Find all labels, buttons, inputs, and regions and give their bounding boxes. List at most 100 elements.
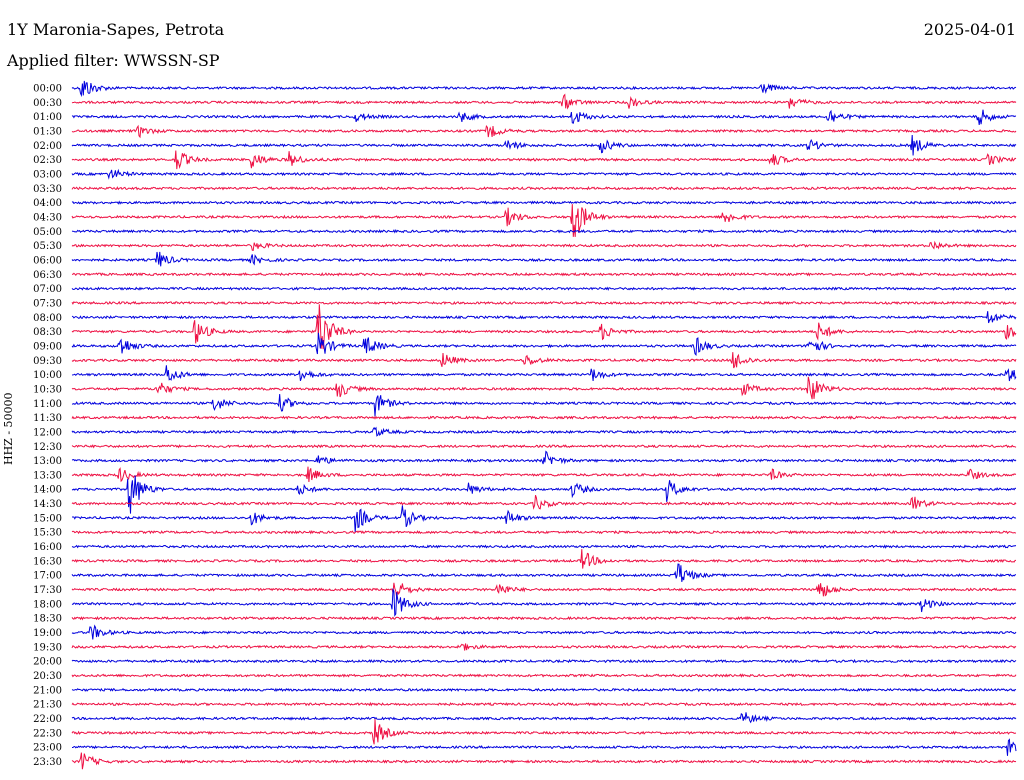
seismic-trace-line (71, 332, 1017, 356)
seismic-trace-line (71, 450, 1017, 465)
time-tick-label: 09:00 (33, 341, 62, 352)
seismic-trace-line (71, 229, 1017, 234)
seismic-trace-line (71, 466, 1017, 483)
time-tick-label: 23:00 (33, 743, 62, 754)
seismic-trace-line (71, 529, 1017, 535)
time-tick-label: 18:30 (33, 614, 62, 625)
time-tick-label: 17:30 (33, 585, 62, 596)
station-title: 1Y Maronia-Sapes, Petrota (7, 20, 225, 39)
seismic-trace-line (71, 444, 1017, 449)
time-tick-label: 14:30 (33, 499, 62, 510)
time-tick-label: 02:00 (33, 141, 62, 152)
time-tick-label: 02:30 (33, 155, 62, 166)
time-tick-label: 04:30 (33, 212, 62, 223)
seismic-trace-line (71, 563, 1016, 582)
seismic-trace-line (71, 658, 1017, 664)
seismic-trace-line (71, 311, 1017, 324)
seismic-trace-line (71, 352, 1017, 369)
time-tick-label: 08:30 (33, 327, 62, 338)
seismic-trace-line (71, 587, 1017, 617)
time-tick-label: 16:00 (33, 542, 62, 553)
time-tick-label: 15:00 (33, 513, 62, 524)
time-tick-label: 21:30 (33, 700, 62, 711)
seismic-trace-line (71, 204, 1017, 237)
time-tick-label: 05:30 (33, 241, 62, 252)
seismic-trace-line (71, 168, 1017, 180)
seismic-trace-line (71, 687, 1017, 693)
seismic-trace-line (71, 394, 1017, 417)
time-tick-label: 07:30 (33, 298, 62, 309)
seismic-trace-line (71, 624, 1017, 640)
time-tick-label: 03:00 (33, 169, 62, 180)
date-label: 2025-04-01 (923, 20, 1016, 39)
seismic-trace-line (71, 240, 1017, 252)
seismic-trace-line (71, 582, 1017, 599)
time-tick-label: 00:30 (33, 98, 62, 109)
time-tick-label: 15:30 (33, 528, 62, 539)
seismic-trace-line (71, 271, 1017, 277)
seismic-trace-line (71, 251, 1017, 267)
time-tick-label: 03:30 (33, 184, 62, 195)
seismic-trace-line (71, 475, 1017, 514)
filter-label: Applied filter: WWSSN-SP (7, 51, 220, 70)
time-tick-label: 21:00 (33, 685, 62, 696)
time-tick-label: 08:00 (33, 313, 62, 324)
time-tick-label: 23:30 (33, 757, 62, 768)
seismic-trace-line (71, 186, 1017, 191)
time-tick-label: 10:30 (33, 384, 62, 395)
time-tick-label: 07:00 (33, 284, 62, 295)
seismic-trace-line (71, 719, 1017, 745)
seismic-trace-line (72, 505, 1017, 533)
seismic-trace-line (71, 134, 1017, 156)
time-tick-label: 22:30 (33, 728, 62, 739)
time-tick-label: 01:00 (33, 112, 62, 123)
time-tick-label: 04:00 (33, 198, 62, 209)
time-tick-label: 13:30 (33, 470, 62, 481)
time-tick-label: 06:00 (33, 255, 62, 266)
seismic-trace-line (71, 286, 1017, 291)
seismic-trace-line (71, 80, 1017, 98)
seismic-trace-line (71, 150, 1017, 170)
time-tick-label: 20:30 (33, 671, 62, 682)
time-tick-label: 13:00 (33, 456, 62, 467)
time-tick-label: 18:00 (33, 599, 62, 610)
time-tick-label: 00:00 (33, 84, 62, 95)
seismic-trace-line (71, 415, 1017, 420)
time-tick-label: 12:00 (33, 427, 62, 438)
time-tick-label: 17:00 (33, 571, 62, 582)
seismic-trace-line (71, 673, 1017, 678)
seismic-trace-line (71, 549, 1016, 569)
time-tick-label: 16:30 (33, 556, 62, 567)
time-tick-label: 11:00 (33, 399, 62, 410)
seismic-trace-line (71, 752, 1017, 770)
seismic-trace-line (71, 376, 1017, 400)
seismic-trace-line (71, 495, 1017, 510)
seismic-trace-line (72, 738, 1017, 756)
seismic-trace-line (71, 544, 1017, 549)
time-tick-label: 19:30 (33, 642, 62, 653)
time-tick-label: 12:30 (33, 442, 62, 453)
seismic-trace-line (71, 124, 1017, 139)
seismic-trace-line (71, 93, 1017, 110)
time-tick-label: 10:00 (33, 370, 62, 381)
time-tick-label: 14:00 (33, 485, 62, 496)
time-tick-label: 19:00 (33, 628, 62, 639)
seismic-trace-line (71, 304, 1017, 350)
seismic-trace-line (71, 712, 1017, 724)
seismic-trace-line (71, 426, 1017, 437)
time-tick-label: 09:30 (33, 356, 62, 367)
seismic-trace-line (71, 615, 1017, 621)
time-tick-label: 06:30 (33, 270, 62, 281)
time-tick-label: 22:00 (33, 714, 62, 725)
seismic-trace-line (71, 643, 1017, 651)
time-tick-label: 11:30 (33, 413, 62, 424)
seismic-trace-line (71, 701, 1017, 707)
seismic-trace-line (71, 109, 1017, 126)
seismic-trace-line (71, 300, 1017, 306)
time-tick-label: 20:00 (33, 657, 62, 668)
time-tick-label: 01:30 (33, 126, 62, 137)
seismic-trace-line (71, 365, 1017, 382)
time-tick-label: 05:00 (33, 227, 62, 238)
seismic-trace-line (71, 200, 1017, 205)
